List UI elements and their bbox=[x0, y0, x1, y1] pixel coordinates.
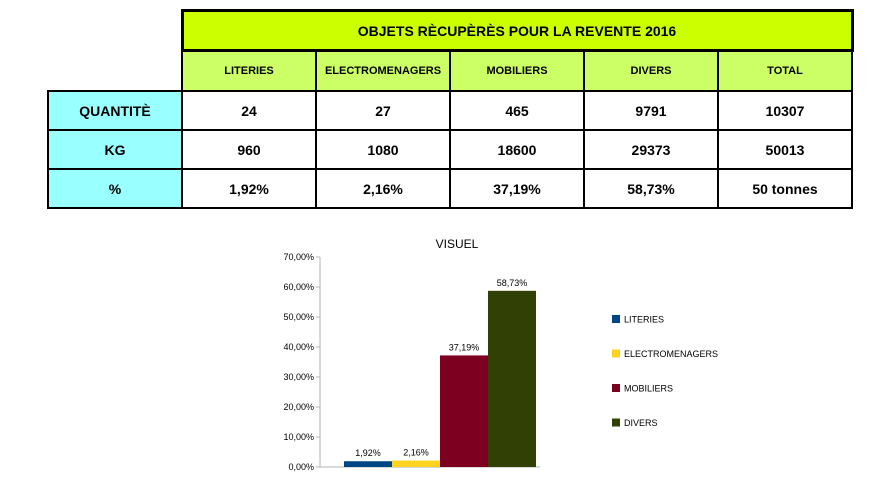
data-label: 58,73% bbox=[497, 278, 528, 288]
data-label: 1,92% bbox=[355, 448, 381, 458]
legend-label: LITERIES bbox=[624, 315, 664, 325]
table-cell: 29373 bbox=[583, 129, 719, 170]
table-cell: 27 bbox=[315, 90, 451, 131]
y-tick-label: 20,00% bbox=[283, 402, 314, 412]
y-tick-label: 10,00% bbox=[283, 432, 314, 442]
column-header-total: TOTAL bbox=[717, 49, 853, 92]
row-header-percent: % bbox=[47, 168, 183, 209]
legend-swatch-mobiliers bbox=[612, 384, 620, 392]
y-tick-label: 40,00% bbox=[283, 342, 314, 352]
column-header-electromenagers: ELECTROMENAGERS bbox=[315, 49, 451, 92]
table-cell: 37,19% bbox=[449, 168, 585, 209]
table-title: OBJETS RÈCUPÈRÈS POUR LA REVENTE 2016 bbox=[180, 9, 854, 52]
data-table: OBJETS RÈCUPÈRÈS POUR LA REVENTE 2016 LI… bbox=[47, 9, 854, 209]
header-row: LITERIES ELECTROMENAGERS MOBILIERS DIVER… bbox=[48, 49, 853, 92]
bar-electromenagers bbox=[392, 460, 440, 467]
table-cell: 9791 bbox=[583, 90, 719, 131]
y-axis: 0,00% 10,00% 20,00% 30,00% 40,00% 50,00% 60,00… bbox=[283, 252, 540, 472]
legend-label: ELECTROMENAGERS bbox=[624, 349, 718, 359]
legend: LITERIES ELECTROMENAGERS MOBILIERS DIVERS bbox=[612, 315, 718, 428]
legend-label: MOBILIERS bbox=[624, 384, 673, 394]
recovered-objects-table: OBJETS RÈCUPÈRÈS POUR LA REVENTE 2016 LI… bbox=[47, 9, 854, 209]
column-header-divers: DIVERS bbox=[583, 49, 719, 92]
y-tick-label: 70,00% bbox=[283, 252, 314, 262]
table-cell: 2,16% bbox=[315, 168, 451, 209]
column-header-mobiliers: MOBILIERS bbox=[449, 49, 585, 92]
y-tick-label: 50,00% bbox=[283, 312, 314, 322]
table-cell: 24 bbox=[181, 90, 317, 131]
legend-swatch-literies bbox=[612, 315, 620, 323]
column-header-literies: LITERIES bbox=[181, 49, 317, 92]
y-tick-label: 60,00% bbox=[283, 282, 314, 292]
table-cell: 1080 bbox=[315, 129, 451, 170]
y-tick-label: 0,00% bbox=[288, 462, 314, 472]
table-cell: 1,92% bbox=[181, 168, 317, 209]
legend-label: DIVERS bbox=[624, 418, 658, 428]
row-header-quantite: QUANTITÈ bbox=[47, 90, 183, 131]
row-header-kg: KG bbox=[47, 129, 183, 170]
legend-swatch-divers bbox=[612, 418, 620, 427]
table-cell: 50013 bbox=[717, 129, 853, 170]
data-label: 2,16% bbox=[403, 448, 429, 458]
bar-divers bbox=[488, 290, 536, 467]
y-tick-label: 30,00% bbox=[283, 372, 314, 382]
chart-title: VISUEL bbox=[436, 237, 479, 251]
table-row-kg: KG 960 1080 18600 29373 50013 bbox=[47, 129, 853, 170]
table-row-percent: % 1,92% 2,16% 37,19% 58,73% 50 tonnes bbox=[47, 168, 853, 209]
bar-literies bbox=[344, 461, 392, 467]
bars: 1,92% 2,16% 37,19% 58,73% bbox=[344, 278, 536, 467]
table-cell: 10307 bbox=[717, 90, 853, 131]
table-row-quantite: QUANTITÈ 24 27 465 9791 10307 bbox=[47, 90, 853, 131]
table-cell: 50 tonnes bbox=[717, 168, 853, 209]
title-row: OBJETS RÈCUPÈRÈS POUR LA REVENTE 2016 bbox=[48, 9, 854, 52]
table-cell: 960 bbox=[181, 129, 317, 170]
bar-mobiliers bbox=[440, 355, 488, 467]
table-cell: 58,73% bbox=[583, 168, 719, 209]
data-label: 37,19% bbox=[449, 342, 480, 352]
table-cell: 18600 bbox=[449, 129, 585, 170]
table-cell: 465 bbox=[449, 90, 585, 131]
legend-swatch-electromenagers bbox=[612, 349, 620, 358]
